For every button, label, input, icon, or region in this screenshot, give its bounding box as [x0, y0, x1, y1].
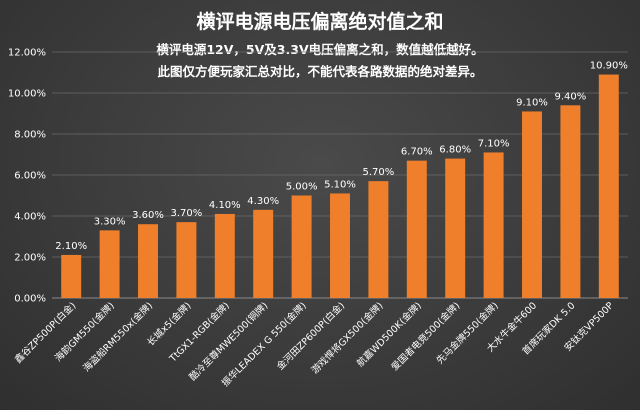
bar — [214, 213, 235, 298]
bar — [291, 195, 312, 298]
bar — [560, 105, 581, 298]
data-labels: 2.10% 3.30% 3.60% 3.70% 4.10% 4.30% 5.00% 5.10%… — [55, 61, 628, 252]
data-label: 4.10% — [209, 200, 241, 211]
y-tick-label: 8.00% — [14, 130, 46, 141]
bar — [598, 74, 619, 298]
data-label: 5.00% — [286, 182, 318, 193]
x-axis-ticks: 鑫谷ZP500P(白金)海韵GM550(金牌)海盗船RM550x(金牌)长城x5… — [12, 299, 616, 389]
y-tick-label: 6.00% — [14, 171, 46, 182]
chart-title: 横评电源电压偏离绝对值之和 — [196, 10, 443, 33]
data-label: 5.10% — [324, 179, 356, 190]
data-label: 10.90% — [590, 61, 628, 72]
data-label: 7.10% — [478, 138, 510, 149]
y-tick-label: 12.00% — [8, 48, 46, 59]
data-label: 3.30% — [94, 216, 126, 227]
data-label: 2.10% — [55, 241, 87, 252]
chart-subtitle-line-2: 此图仅方便玩家汇总对比，不能代表各路数据的绝对差异。 — [157, 64, 482, 79]
y-axis-ticks: 0.00% 2.00% 4.00% 6.00% 8.00% 10.00% 12.00% — [8, 48, 46, 305]
x-tick-label: 游戏悍将GX500(金牌) — [309, 300, 386, 377]
data-label: 6.80% — [439, 145, 471, 156]
y-tick-label: 4.00% — [14, 212, 46, 223]
y-tick-label: 0.00% — [14, 294, 46, 305]
data-label: 9.40% — [555, 91, 587, 102]
bars — [61, 74, 619, 298]
bar — [406, 160, 427, 298]
x-tick-label: 海盗船RM550x(金牌) — [81, 300, 156, 375]
bar — [99, 230, 120, 298]
data-label: 9.10% — [516, 97, 548, 108]
y-tick-label: 10.00% — [8, 89, 46, 100]
data-label: 6.70% — [401, 147, 433, 158]
bar — [61, 254, 82, 298]
chart-subtitle-line-1: 横评电源12V，5V及3.3V电压偏离之和，数值越低越好。 — [156, 42, 483, 57]
x-tick-label: 酷冷至尊MWE500(铜牌) — [187, 300, 271, 384]
data-label: 3.60% — [132, 210, 164, 221]
data-label: 4.30% — [247, 196, 279, 207]
x-tick-label: 爱国者电竞500(金牌) — [389, 300, 463, 374]
bar — [368, 181, 389, 298]
data-label: 5.70% — [363, 167, 395, 178]
x-tick-label: 航嘉WD500K(金牌) — [354, 300, 424, 370]
y-tick-label: 2.00% — [14, 253, 46, 264]
bar — [445, 158, 466, 298]
bar — [176, 222, 197, 298]
bar — [253, 209, 274, 298]
bar — [330, 193, 350, 298]
bar — [522, 111, 542, 298]
x-tick-label: 金河田ZP600P(白金) — [274, 300, 347, 373]
data-label: 3.70% — [171, 208, 203, 219]
bar — [483, 152, 504, 298]
bar — [138, 224, 158, 298]
